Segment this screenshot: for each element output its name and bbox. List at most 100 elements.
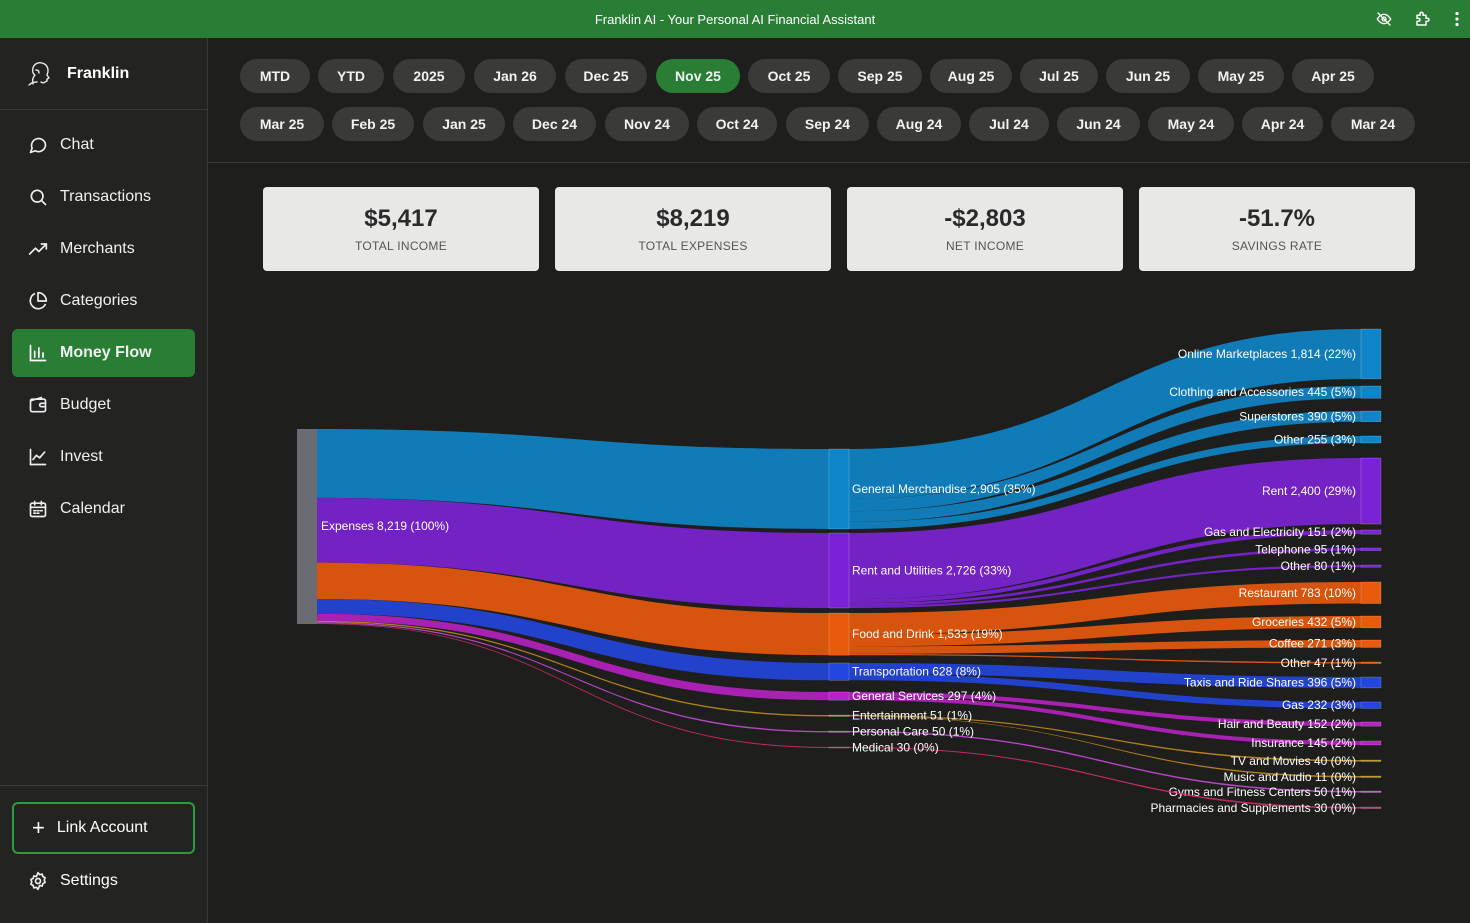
- sankey-link[interactable]: [849, 716, 1361, 778]
- sidebar-item-calendar[interactable]: Calendar: [12, 485, 195, 533]
- period-pill[interactable]: Jan 25: [423, 107, 505, 141]
- sankey-link[interactable]: [849, 565, 1361, 609]
- sankey-node-category[interactable]: [828, 691, 850, 701]
- sankey-node-subcategory[interactable]: [1360, 740, 1382, 746]
- sankey-node-subcategory[interactable]: [1360, 581, 1382, 604]
- sankey-node-subcategory[interactable]: [1360, 529, 1382, 535]
- sankey-node-subcategory[interactable]: [1360, 639, 1382, 648]
- sankey-link[interactable]: [849, 663, 1361, 688]
- period-pill[interactable]: Sep 25: [838, 59, 922, 93]
- period-pill[interactable]: Jul 25: [1020, 59, 1098, 93]
- sankey-node-subcategory[interactable]: [1360, 615, 1382, 629]
- sankey-node-subcategory[interactable]: [1360, 564, 1382, 568]
- sankey-link[interactable]: [849, 616, 1361, 647]
- sankey-node-subcategory[interactable]: [1360, 547, 1382, 551]
- period-pill[interactable]: Apr 25: [1292, 59, 1374, 93]
- settings-label: Settings: [60, 872, 118, 889]
- sankey-link[interactable]: [317, 620, 829, 717]
- sankey-node-subcategory[interactable]: [1360, 759, 1382, 762]
- sankey-link[interactable]: [849, 436, 1361, 529]
- link-account-button[interactable]: + Link Account: [12, 802, 195, 854]
- sidebar-item-settings[interactable]: Settings: [12, 854, 195, 908]
- sankey-link[interactable]: [849, 731, 1361, 793]
- period-pill[interactable]: MTD: [240, 59, 310, 93]
- sidebar-item-chat[interactable]: Chat: [12, 121, 195, 169]
- sankey-node-subcategory[interactable]: [1360, 385, 1382, 399]
- sankey-node-subcategory[interactable]: [1360, 676, 1382, 689]
- sankey-link[interactable]: [317, 623, 829, 748]
- sankey-node-subcategory[interactable]: [1360, 790, 1382, 793]
- sankey-link[interactable]: [317, 622, 829, 733]
- sankey-node-subcategory[interactable]: [1360, 721, 1382, 727]
- sankey-link[interactable]: [849, 329, 1361, 499]
- sankey-node-subcategory[interactable]: [1360, 661, 1382, 664]
- sankey-link[interactable]: [849, 673, 1361, 709]
- period-pill[interactable]: YTD: [318, 59, 384, 93]
- sidebar-item-categories[interactable]: Categories: [12, 277, 195, 325]
- sankey-link[interactable]: [317, 497, 829, 609]
- more-vertical-icon[interactable]: [1454, 11, 1460, 27]
- sankey-link[interactable]: [849, 692, 1361, 727]
- eye-off-icon[interactable]: [1376, 11, 1392, 27]
- sankey-node-subcategory[interactable]: [1360, 806, 1382, 809]
- period-pill[interactable]: May 24: [1148, 107, 1234, 141]
- period-pill[interactable]: 2025: [393, 59, 465, 93]
- period-pill[interactable]: Mar 25: [240, 107, 324, 141]
- sankey-link[interactable]: [849, 653, 1361, 664]
- period-pill-active[interactable]: Nov 25: [656, 59, 740, 93]
- period-pill[interactable]: Aug 24: [877, 107, 961, 141]
- period-pill[interactable]: Jan 26: [474, 59, 556, 93]
- sankey-link[interactable]: [849, 715, 1361, 762]
- sankey-link[interactable]: [317, 598, 829, 681]
- brand[interactable]: Franklin: [0, 38, 207, 110]
- period-pill[interactable]: Mar 24: [1331, 107, 1415, 141]
- sankey-link[interactable]: [849, 548, 1361, 606]
- line-chart-icon: [28, 447, 48, 467]
- sankey-node-category[interactable]: [828, 532, 850, 609]
- sankey-link[interactable]: [849, 386, 1361, 512]
- period-pill[interactable]: Oct 24: [697, 107, 777, 141]
- period-pill[interactable]: Jul 24: [969, 107, 1049, 141]
- sankey-node-subcategory[interactable]: [1360, 328, 1382, 380]
- period-pill[interactable]: Dec 24: [513, 107, 596, 141]
- link-account-label: Link Account: [56, 819, 148, 836]
- sidebar-item-money-flow[interactable]: Money Flow: [12, 329, 195, 377]
- sidebar-item-merchants[interactable]: Merchants: [12, 225, 195, 273]
- period-pill[interactable]: Jun 24: [1057, 107, 1140, 141]
- sankey-link[interactable]: [849, 458, 1361, 600]
- sankey-link[interactable]: [317, 562, 829, 656]
- sankey-node-subcategory[interactable]: [1360, 701, 1382, 709]
- sidebar-item-budget[interactable]: Budget: [12, 381, 195, 429]
- sankey-link[interactable]: [849, 411, 1361, 522]
- period-pill[interactable]: Oct 25: [748, 59, 830, 93]
- sankey-node-subcategory[interactable]: [1360, 457, 1382, 525]
- period-pill[interactable]: Jun 25: [1106, 59, 1190, 93]
- period-pill[interactable]: May 25: [1198, 59, 1284, 93]
- sankey-link[interactable]: [849, 582, 1361, 635]
- sankey-link[interactable]: [849, 747, 1361, 809]
- sankey-link[interactable]: [317, 613, 829, 701]
- period-pill[interactable]: Feb 25: [332, 107, 414, 141]
- period-pill[interactable]: Nov 24: [605, 107, 689, 141]
- sankey-link[interactable]: [317, 429, 829, 529]
- sankey-node-category[interactable]: [828, 612, 850, 656]
- sankey-node-subcategory[interactable]: [1360, 775, 1382, 778]
- period-pill[interactable]: Sep 24: [786, 107, 869, 141]
- sankey-node-subcategory[interactable]: [1360, 410, 1382, 422]
- period-pill[interactable]: Apr 24: [1242, 107, 1323, 141]
- period-pill[interactable]: Aug 25: [930, 59, 1012, 93]
- sankey-node-category[interactable]: [828, 714, 850, 717]
- puzzle-icon[interactable]: [1414, 10, 1432, 28]
- sankey-node-category[interactable]: [828, 662, 850, 681]
- sankey-node-category[interactable]: [828, 730, 850, 733]
- sankey-node-category[interactable]: [828, 746, 850, 749]
- sankey-node-expenses[interactable]: [297, 429, 317, 624]
- period-pill[interactable]: Dec 25: [565, 59, 647, 93]
- sankey-link[interactable]: [849, 530, 1361, 604]
- sankey-link[interactable]: [849, 640, 1361, 654]
- sankey-node-subcategory[interactable]: [1360, 435, 1382, 444]
- sidebar-item-invest[interactable]: Invest: [12, 433, 195, 481]
- sankey-link[interactable]: [849, 696, 1361, 745]
- sidebar-item-transactions[interactable]: Transactions: [12, 173, 195, 221]
- sankey-node-category[interactable]: [828, 448, 850, 530]
